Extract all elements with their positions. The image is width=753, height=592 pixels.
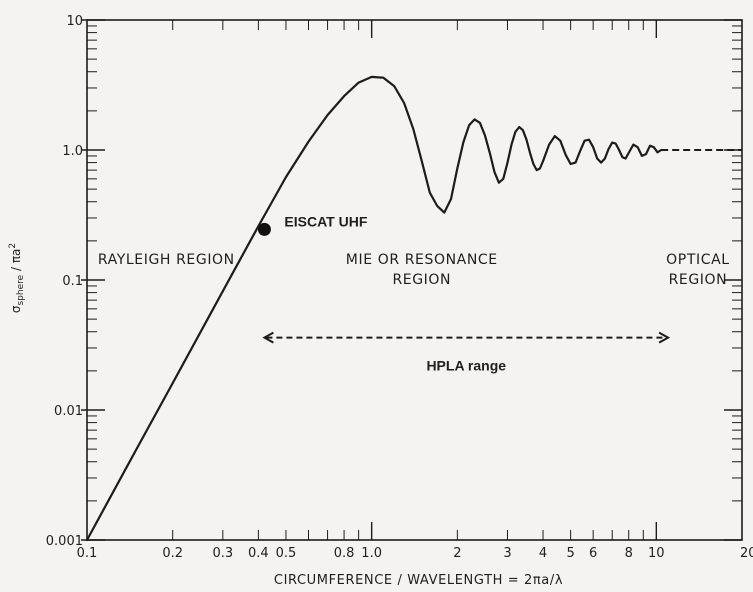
x-tick-label: 0.5	[276, 546, 297, 561]
labels: 0.001 0.01 0.1 1.0 10 0.1 0.2 0.3 0.4 0.5 0.8 1.0 2 3…	[8, 14, 753, 588]
eiscat-uhf-label: EISCAT UHF	[284, 213, 367, 229]
x-tick-label: 6	[589, 546, 597, 561]
y-tick-label: 0.1	[62, 274, 83, 289]
x-tick-label: 8	[625, 546, 633, 561]
y-axis-title: σsphere / πa2	[8, 243, 26, 313]
eiscat-uhf-marker	[257, 222, 271, 236]
y-axis-title-sigma: σ	[9, 305, 23, 313]
hpla-arrowhead-right	[658, 331, 671, 344]
x-axis-title: CIRCUMFERENCE / WAVELENGTH = 2πa/λ	[274, 573, 563, 588]
x-tick-label: 1.0	[361, 546, 382, 561]
annotations	[257, 222, 671, 344]
region-label: MIE OR RESONANCE	[346, 252, 498, 268]
scattering-curve	[85, 75, 663, 542]
x-tick-label: 2	[453, 546, 461, 561]
hpla-range-label: HPLA range	[426, 358, 506, 374]
y-tick-label: 10	[66, 14, 83, 29]
region-label: RAYLEIGH REGION	[98, 252, 235, 268]
x-tick-label: 0.1	[77, 546, 98, 561]
x-tick-label: 4	[539, 546, 547, 561]
y-tick-label: 0.01	[54, 404, 83, 419]
x-tick-label: 0.2	[162, 546, 183, 561]
x-tick-label: 0.4	[248, 546, 269, 561]
y-tick-label: 0.001	[46, 534, 83, 549]
x-tick-label: 5	[566, 546, 574, 561]
region-label: REGION	[669, 272, 728, 288]
x-tick-label: 20	[740, 546, 753, 561]
y-axis-title-sub: sphere	[16, 274, 26, 305]
x-tick-label: 3	[503, 546, 511, 561]
region-label: REGION	[392, 272, 451, 288]
y-axis-title-sup: 2	[8, 243, 18, 249]
x-tick-label: 10	[648, 546, 665, 561]
region-label: OPTICAL	[666, 252, 730, 268]
x-tick-label: 0.3	[212, 546, 233, 561]
curve	[85, 75, 742, 542]
y-tick-label: 1.0	[62, 144, 83, 159]
x-tick-label: 0.8	[334, 546, 355, 561]
y-axis-title-rest: / πa	[9, 249, 23, 275]
hpla-arrowhead-left	[262, 331, 274, 344]
ticks	[81, 19, 743, 541]
